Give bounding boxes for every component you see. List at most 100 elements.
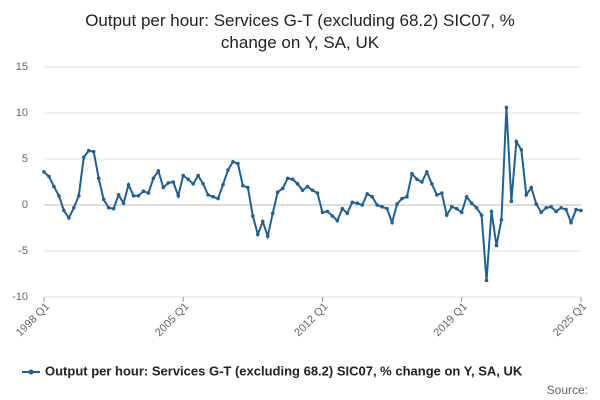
data-point (47, 174, 51, 179)
data-point (270, 211, 275, 216)
data-point (509, 199, 514, 204)
data-point (494, 243, 499, 248)
data-point (564, 207, 568, 212)
x-tick-label: 1998 Q1 (14, 301, 52, 339)
data-point (221, 182, 225, 187)
data-point (111, 206, 116, 211)
data-point (216, 196, 220, 201)
data-point (534, 202, 539, 206)
data-point (489, 209, 494, 214)
data-point (156, 169, 161, 173)
data-point (206, 193, 210, 197)
data-point (400, 196, 404, 201)
data-point (330, 214, 335, 218)
data-point (315, 191, 320, 195)
x-tick-label: 2025 Q1 (551, 301, 589, 339)
data-point (176, 194, 181, 198)
data-point (504, 105, 509, 110)
data-point (171, 180, 176, 184)
data-point (136, 194, 141, 198)
data-point (236, 161, 240, 166)
data-point (86, 148, 91, 153)
data-point (420, 180, 424, 184)
data-point (151, 176, 156, 181)
y-tick-label: 5 (22, 153, 28, 165)
data-point (191, 182, 195, 186)
data-point (464, 194, 469, 199)
data-point (201, 182, 205, 186)
data-point (355, 201, 360, 205)
data-point (340, 206, 345, 211)
data-point (186, 177, 190, 182)
y-tick-label: 15 (16, 61, 28, 73)
data-point (146, 191, 151, 195)
data-point (415, 177, 419, 182)
data-point (91, 149, 96, 154)
data-point (161, 185, 166, 190)
data-point (256, 232, 260, 237)
data-point (469, 201, 474, 205)
data-point (435, 193, 439, 197)
data-point (524, 193, 529, 197)
data-point (365, 192, 369, 196)
y-tick-label: 10 (16, 107, 28, 119)
legend-marker (28, 369, 34, 375)
data-point (320, 210, 325, 215)
data-point (295, 182, 300, 186)
data-point (484, 278, 489, 283)
x-tick-label: 2012 Q1 (292, 301, 330, 339)
data-point (574, 207, 578, 212)
data-point (559, 205, 563, 210)
legend-label: Output per hour: Services G-T (excluding… (45, 363, 523, 378)
data-point (479, 213, 484, 217)
data-point (350, 200, 355, 205)
data-point (360, 203, 365, 207)
data-point (196, 173, 200, 178)
data-point (231, 159, 235, 164)
data-point (529, 185, 534, 190)
source: Source: (547, 383, 588, 397)
data-point (405, 194, 409, 199)
data-point (246, 185, 250, 190)
data-point (121, 201, 126, 205)
data-point (81, 155, 86, 159)
data-point (385, 206, 389, 211)
data-point (430, 182, 434, 186)
data-point (519, 148, 524, 152)
data-point (106, 205, 111, 210)
data-point (131, 194, 136, 198)
data-point (251, 214, 255, 218)
data-point (96, 176, 101, 181)
data-point (554, 209, 558, 214)
data-point (101, 197, 106, 202)
data-point (285, 176, 290, 181)
data-point (514, 139, 519, 144)
data-point (454, 206, 459, 211)
data-point (260, 219, 265, 224)
y-tick-label: 0 (22, 199, 28, 211)
data-point (57, 194, 61, 198)
data-point (410, 171, 414, 176)
data-point (67, 216, 71, 220)
data-point (539, 210, 544, 215)
data-point (166, 181, 171, 185)
data-point (62, 208, 66, 213)
data-point (265, 234, 270, 239)
data-point (181, 173, 186, 178)
data-point (380, 205, 384, 209)
data-point (549, 205, 553, 209)
data-point (290, 177, 295, 182)
data-point (241, 183, 245, 188)
chart-title: Output per hour: Services G-T (excluding… (85, 11, 515, 30)
data-point (72, 205, 76, 210)
data-point (305, 184, 310, 189)
data-point (42, 170, 46, 174)
data-point (579, 208, 583, 213)
chart-title: change on Y, SA, UK (221, 33, 380, 52)
data-point (499, 217, 504, 222)
data-point (275, 190, 280, 194)
data-point (345, 211, 350, 216)
data-point (126, 182, 131, 187)
data-point (325, 209, 330, 214)
